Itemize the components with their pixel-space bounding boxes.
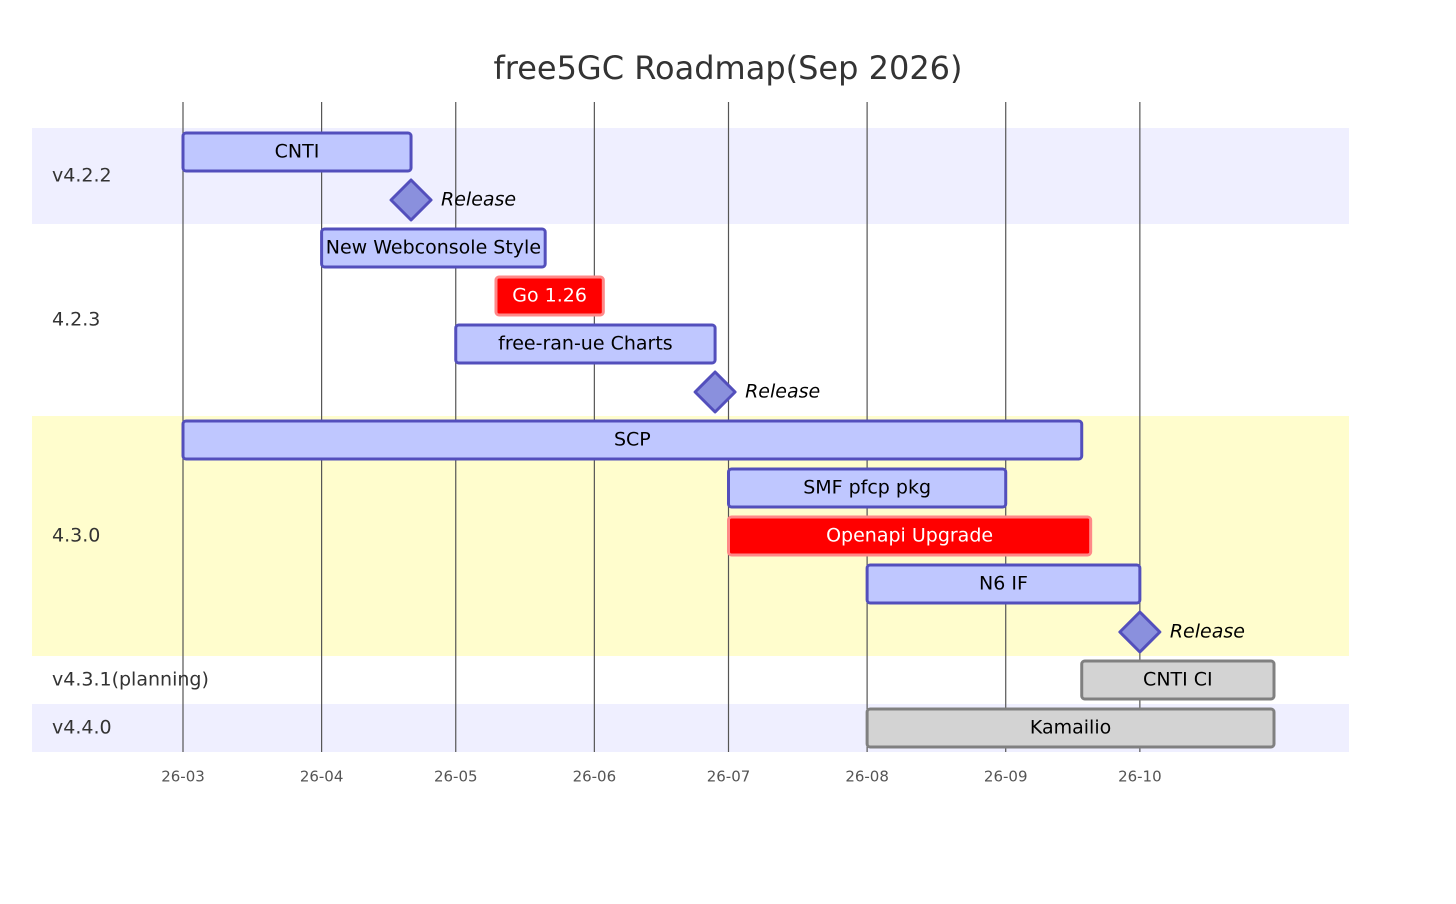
- task-bar: [181, 131, 413, 173]
- task-label: CNTI CI: [1143, 669, 1213, 691]
- milestone-label: Release: [1170, 621, 1245, 643]
- x-tick-label: 26-08: [845, 768, 889, 786]
- milestone: [1118, 610, 1162, 654]
- task-label: free-ran-ue Charts: [498, 333, 673, 355]
- task-bar: [865, 563, 1142, 605]
- x-tick-label: 26-04: [300, 768, 344, 786]
- milestone-label: Release: [441, 189, 516, 211]
- task-label: Openapi Upgrade: [826, 525, 993, 547]
- section-label: 4.3.0: [52, 525, 100, 547]
- milestone: [693, 370, 737, 414]
- task-label: New Webconsole Style: [326, 237, 541, 259]
- milestone-label: Release: [745, 381, 820, 403]
- chart-title: free5GC Roadmap(Sep 2026): [493, 49, 962, 87]
- marks: [181, 131, 1276, 749]
- task-bar: [1080, 659, 1276, 701]
- task-bar: [181, 419, 1084, 461]
- section-label: v4.4.0: [52, 717, 112, 739]
- x-tick-label: 26-03: [161, 768, 205, 786]
- section-label: 4.2.3: [52, 309, 100, 331]
- x-tick-label: 26-10: [1118, 768, 1162, 786]
- task-bar: [727, 467, 1008, 509]
- task-label: N6 IF: [979, 573, 1028, 595]
- task-bar: [494, 275, 605, 317]
- task-label: CNTI: [275, 141, 320, 163]
- x-tick-label: 26-07: [707, 768, 751, 786]
- x-tick-label: 26-06: [573, 768, 617, 786]
- task-bar: [454, 323, 717, 365]
- task-bar: [865, 707, 1276, 749]
- task-label: SCP: [614, 429, 651, 451]
- section-band: [32, 224, 1349, 416]
- x-tick-label: 26-09: [984, 768, 1028, 786]
- section-label: v4.3.1(planning): [52, 669, 209, 691]
- task-label: Kamailio: [1030, 717, 1111, 739]
- task-bar: [727, 515, 1093, 557]
- section-label: v4.2.2: [52, 165, 112, 187]
- task-bar: [320, 227, 547, 269]
- task-label: SMF pfcp pkg: [803, 477, 931, 499]
- milestone: [389, 178, 433, 222]
- task-label: Go 1.26: [512, 285, 587, 307]
- x-tick-label: 26-05: [434, 768, 478, 786]
